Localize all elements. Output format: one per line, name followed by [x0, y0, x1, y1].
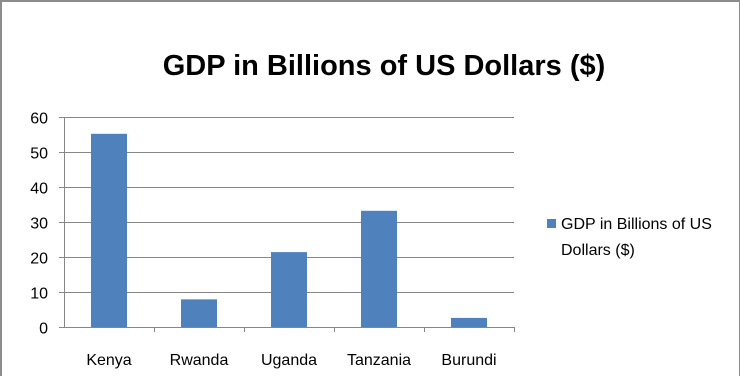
legend-label: Dollars ($) — [561, 242, 635, 259]
gridlines — [64, 117, 514, 293]
x-tick-label: Rwanda — [170, 352, 229, 369]
x-tick-label: Uganda — [261, 352, 317, 369]
y-tick-label: 30 — [30, 216, 48, 233]
y-axis: 0 10 20 30 40 50 60 — [30, 111, 65, 338]
bar-rwanda — [181, 299, 217, 327]
legend-label: GDP in Billions of US — [561, 216, 712, 233]
bar-kenya — [91, 133, 127, 327]
y-tick-label: 0 — [39, 321, 48, 338]
x-tick-label: Tanzania — [347, 352, 411, 369]
bar-uganda — [271, 252, 307, 327]
y-tick-label: 60 — [30, 111, 48, 128]
legend: GDP in Billions of US Dollars ($) — [547, 216, 712, 259]
x-tick-label: Burundi — [441, 352, 496, 369]
y-tick-label: 40 — [30, 181, 48, 198]
bar-tanzania — [361, 210, 397, 327]
bars — [91, 133, 487, 327]
y-tick-label: 10 — [30, 286, 48, 303]
bar-burundi — [451, 317, 487, 327]
chart-title: GDP in Billions of US Dollars ($) — [163, 50, 606, 82]
y-tick-label: 20 — [30, 251, 48, 268]
x-tick-label: Kenya — [86, 352, 131, 369]
y-tick-label: 50 — [30, 146, 48, 163]
x-axis: Kenya Rwanda Uganda Tanzania Burundi — [64, 327, 515, 369]
legend-swatch — [547, 219, 556, 228]
